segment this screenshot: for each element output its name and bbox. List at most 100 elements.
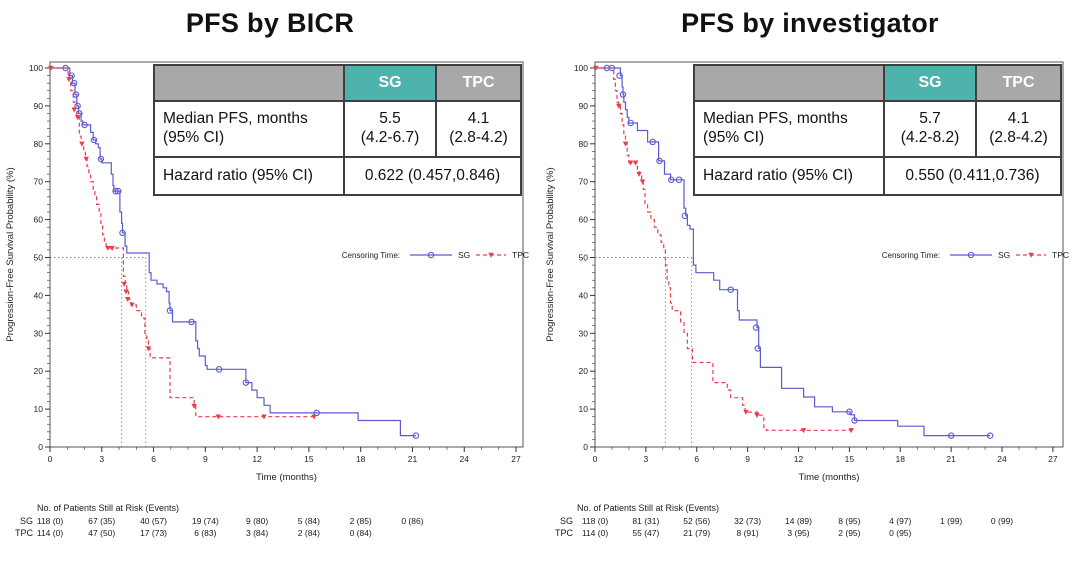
risk-count: 2 (85) — [349, 516, 372, 526]
y-tick-label: 0 — [38, 442, 43, 452]
x-tick-label: 15 — [845, 454, 855, 464]
risk-count: 4 (97) — [889, 516, 912, 526]
y-axis-label: Progression-Free Survival Probability (%… — [545, 167, 556, 341]
censor-mark-sg — [681, 212, 689, 220]
stats-empty-header — [153, 64, 345, 102]
censor-mark-tpc — [48, 65, 54, 71]
risk-count: 21 (79) — [683, 527, 711, 538]
risk-count: 52 (56) — [683, 516, 711, 526]
median-pfs-tpc-value: 4.1 (2.8-4.2) — [435, 100, 522, 158]
risk-count: 19 (74) — [191, 516, 219, 526]
censor-mark-tpc — [639, 179, 646, 185]
censor-mark-sg — [81, 121, 88, 129]
risk-count: 40 (57) — [140, 516, 168, 526]
chart-title-bicr: PFS by BICR — [185, 8, 355, 38]
risk-table-investigator: No. of Patients Still at Risk (Events) S… — [540, 503, 1080, 549]
censor-mark-sg — [215, 366, 223, 373]
x-tick-label: 3 — [99, 454, 104, 464]
x-tick-label: 9 — [203, 454, 208, 464]
x-tick-label: 18 — [356, 454, 366, 464]
y-tick-label: 70 — [579, 177, 589, 187]
censor-mark-sg — [90, 136, 98, 144]
y-tick-label: 20 — [579, 366, 589, 376]
censor-mark-sg — [754, 345, 762, 352]
y-tick-label: 50 — [34, 253, 44, 263]
risk-count: 5 (84) — [297, 516, 320, 526]
y-tick-label: 0 — [583, 442, 588, 452]
x-tick-label: 24 — [460, 454, 470, 464]
risk-count: 47 (50) — [88, 527, 116, 538]
risk-count: 32 (73) — [734, 516, 762, 526]
plot-frame — [49, 61, 524, 448]
x-tick-label: 12 — [252, 454, 262, 464]
legend-label: Censoring Time: — [342, 251, 400, 260]
x-tick-label: 21 — [946, 454, 956, 464]
km-curve-tpc — [595, 67, 853, 431]
y-tick-label: 60 — [34, 215, 44, 225]
censor-mark-sg — [112, 187, 119, 195]
censor-mark-sg — [851, 417, 858, 424]
censor-mark-sg — [668, 176, 675, 184]
x-tick-label: 9 — [745, 454, 750, 464]
censor-mark-sg — [846, 408, 853, 416]
risk-count: 0 (84) — [349, 527, 372, 538]
hazard-ratio-label: Hazard ratio (95% CI) — [693, 156, 885, 196]
x-axis-label: Time (months) — [256, 472, 317, 483]
risk-count: 9 (80) — [246, 516, 269, 526]
censor-mark-sg — [656, 157, 663, 165]
censor-mark-sg — [947, 432, 955, 439]
risk-count: 81 (31) — [632, 516, 660, 526]
risk-row-label-sg: SG — [559, 516, 573, 526]
stats-table-investigator: SG TPC Median PFS, months (95% CI) 5.7 (… — [693, 64, 1062, 196]
median-pfs-label: Median PFS, months (95% CI) — [693, 100, 885, 158]
km-curve-sg — [595, 67, 991, 437]
km-plot-investigator: 0 10 20 30 40 50 60 70 80 90 100 0 3 6 9 12 15 18 21 24 27 Ti… — [545, 61, 1069, 483]
legend-tpc-marker — [1028, 252, 1034, 258]
risk-count: 8 (95) — [838, 516, 861, 526]
censor-mark-sg — [616, 72, 623, 79]
x-tick-label: 24 — [997, 454, 1007, 464]
median-pfs-tpc-value: 4.1 (2.8-4.2) — [975, 100, 1062, 158]
x-tick-label: 15 — [304, 454, 314, 464]
y-tick-label: 60 — [579, 215, 589, 225]
censor-mark-sg — [70, 79, 78, 87]
risk-count: 2 (84) — [297, 527, 320, 538]
legend-entry-tpc: TPC — [512, 250, 529, 260]
km-curve-tpc — [50, 67, 317, 418]
y-tick-label: 100 — [574, 63, 588, 73]
censor-mark-tpc — [616, 103, 622, 109]
censor-mark-tpc — [124, 296, 131, 302]
censor-mark-sg — [242, 379, 250, 386]
censor-mark-tpc — [123, 289, 129, 295]
y-tick-label: 70 — [34, 177, 44, 187]
y-tick-label: 90 — [34, 101, 44, 111]
risk-table-header: No. of Patients Still at Risk (Events) — [577, 503, 720, 513]
hazard-ratio-value: 0.622 (0.457,0.846) — [343, 156, 522, 196]
censor-mark-tpc — [71, 107, 77, 113]
risk-count: 114 (0) — [581, 527, 609, 538]
censor-mark-sg — [412, 432, 420, 439]
x-tick-label: 0 — [593, 454, 598, 464]
risk-count: 0 (99) — [990, 516, 1014, 526]
censor-mark-tpc — [129, 302, 135, 308]
stats-table-bicr: SG TPC Median PFS, months (95% CI) 5.5 (… — [153, 64, 522, 196]
plot-frame — [594, 61, 1064, 448]
x-axis-label: Time (months) — [799, 472, 860, 483]
y-tick-label: 80 — [579, 139, 589, 149]
censor-mark-sg — [619, 91, 627, 98]
censor-mark-tpc — [109, 245, 115, 251]
x-tick-label: 12 — [794, 454, 804, 464]
censor-mark-tpc — [74, 115, 81, 121]
y-tick-label: 40 — [34, 290, 44, 300]
km-curve-sg — [50, 67, 416, 437]
risk-count: 6 (83) — [194, 527, 217, 538]
legend-entry-sg: SG — [458, 250, 470, 260]
censor-mark-sg — [752, 324, 760, 331]
risk-table-header: No. of Patients Still at Risk (Events) — [37, 503, 180, 513]
censor-mark-tpc — [83, 156, 89, 162]
censor-mark-tpc — [215, 414, 221, 420]
censor-mark-tpc — [754, 412, 760, 418]
risk-row-label-tpc: TPC — [15, 527, 33, 538]
stats-col-header-tpc: TPC — [975, 64, 1062, 102]
risk-count: 3 (84) — [246, 527, 269, 538]
